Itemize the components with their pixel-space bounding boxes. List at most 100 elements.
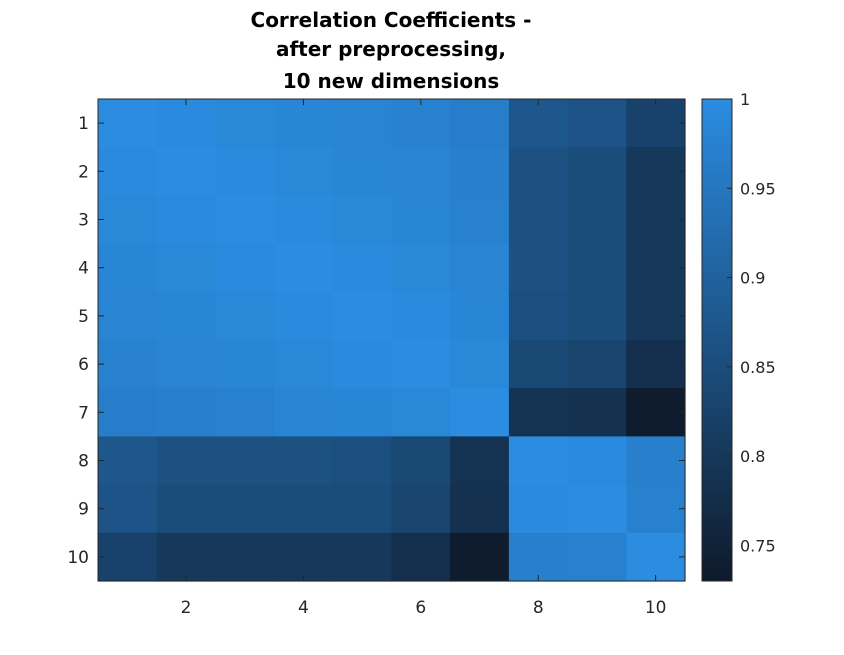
heatmap-cell (332, 99, 393, 148)
heatmap-cell (391, 99, 451, 148)
heatmap-cell (215, 436, 275, 486)
heatmap-cell (508, 99, 569, 148)
heatmap-cell (391, 147, 451, 196)
heatmap-cell (274, 99, 334, 148)
heatmap-cell (156, 291, 216, 341)
heatmap-cell (98, 436, 158, 486)
heatmap-cell (626, 291, 686, 341)
heatmap-cell (274, 243, 334, 293)
heatmap-cell (508, 291, 569, 341)
heatmap-cell (391, 243, 451, 293)
heatmap-cell (508, 484, 569, 534)
colorbar-gradient (701, 98, 733, 582)
heatmap-cell (391, 291, 451, 341)
x-tick-label: 8 (533, 598, 544, 618)
heatmap-cell (156, 99, 216, 148)
heatmap-cell (391, 340, 451, 389)
heatmap-cell (215, 243, 275, 293)
colorbar: 0.75 0.8 0.85 0.9 0.95 1 (701, 90, 776, 582)
heatmap-cell (450, 147, 510, 196)
colorbar-tick-label: 0.8 (740, 447, 765, 466)
y-tick-label: 9 (78, 500, 89, 520)
title-line-2: after preprocessing, (276, 37, 506, 61)
heatmap-cell (391, 195, 451, 245)
colorbar-tick-label: 0.9 (740, 269, 765, 288)
colorbar-tick-label: 0.75 (740, 536, 776, 555)
heatmap-cell (274, 291, 334, 341)
heatmap-cell (508, 195, 569, 245)
heatmap-cell (156, 388, 216, 437)
heatmap-cell (332, 147, 393, 196)
heatmap-cell (215, 484, 275, 534)
heatmap-cell (98, 340, 158, 389)
heatmap-cell (508, 340, 569, 389)
title-line-1: Correlation Coefficients - (251, 8, 532, 32)
heatmap-cell (450, 484, 510, 534)
heatmap-cell (508, 388, 569, 437)
y-tick-label: 4 (78, 259, 89, 279)
heatmap-cell (567, 195, 627, 245)
heatmap-cells (98, 99, 686, 582)
x-tick-label: 4 (298, 598, 309, 618)
colorbar-tick-label: 1 (740, 90, 750, 109)
heatmap-cell (567, 436, 627, 486)
heatmap-cell (156, 340, 216, 389)
y-tick-label: 2 (78, 162, 89, 182)
heatmap-cell (215, 532, 275, 582)
heatmap-cell (98, 147, 158, 196)
heatmap-cell (626, 147, 686, 196)
heatmap-cell (626, 388, 686, 437)
heatmap-cell (450, 291, 510, 341)
heatmap-cell (450, 340, 510, 389)
heatmap-cell (626, 484, 686, 534)
y-tick-label: 6 (78, 355, 89, 375)
heatmap-cell (215, 291, 275, 341)
heatmap-cell (567, 291, 627, 341)
heatmap-cell (332, 532, 393, 582)
heatmap-cell (450, 532, 510, 582)
heatmap-cell (332, 195, 393, 245)
heatmap-cell (215, 340, 275, 389)
heatmap-cell (450, 388, 510, 437)
heatmap-cell (332, 340, 393, 389)
heatmap-cell (156, 147, 216, 196)
heatmap-cell (391, 388, 451, 437)
heatmap-cell (215, 99, 275, 148)
heatmap-cell (215, 147, 275, 196)
heatmap-cell (332, 243, 393, 293)
heatmap-cell (567, 99, 627, 148)
y-tick-label: 7 (78, 403, 89, 423)
plot-frame (97, 98, 686, 582)
heatmap-cell (274, 388, 334, 437)
heatmap-cell (156, 243, 216, 293)
heatmap-cell (332, 436, 393, 486)
heatmap-cell (332, 291, 393, 341)
colorbar-tick-label: 0.95 (740, 179, 776, 198)
heatmap-cell (98, 484, 158, 534)
heatmap-cell (156, 484, 216, 534)
x-tick-label: 6 (415, 598, 426, 618)
title-line-3: 10 new dimensions (283, 69, 500, 93)
heatmap-cell (567, 340, 627, 389)
x-tick-label: 10 (645, 598, 667, 618)
heatmap-cell (450, 195, 510, 245)
heatmap-cell (98, 243, 158, 293)
heatmap-cell (508, 243, 569, 293)
heatmap-cell (332, 388, 393, 437)
heatmap-cell (274, 484, 334, 534)
heatmap-cell (98, 388, 158, 437)
heatmap-cell (98, 195, 158, 245)
heatmap-cell (450, 436, 510, 486)
heatmap-cell (508, 532, 569, 582)
heatmap-cell (274, 195, 334, 245)
heatmap-cell (450, 243, 510, 293)
heatmap-cell (391, 436, 451, 486)
heatmap-cell (156, 436, 216, 486)
colorbar-tick-label: 0.85 (740, 358, 776, 377)
heatmap-cell (626, 243, 686, 293)
heatmap-cell (567, 532, 627, 582)
y-tick-label: 10 (67, 548, 89, 568)
heatmap-cell (274, 147, 334, 196)
